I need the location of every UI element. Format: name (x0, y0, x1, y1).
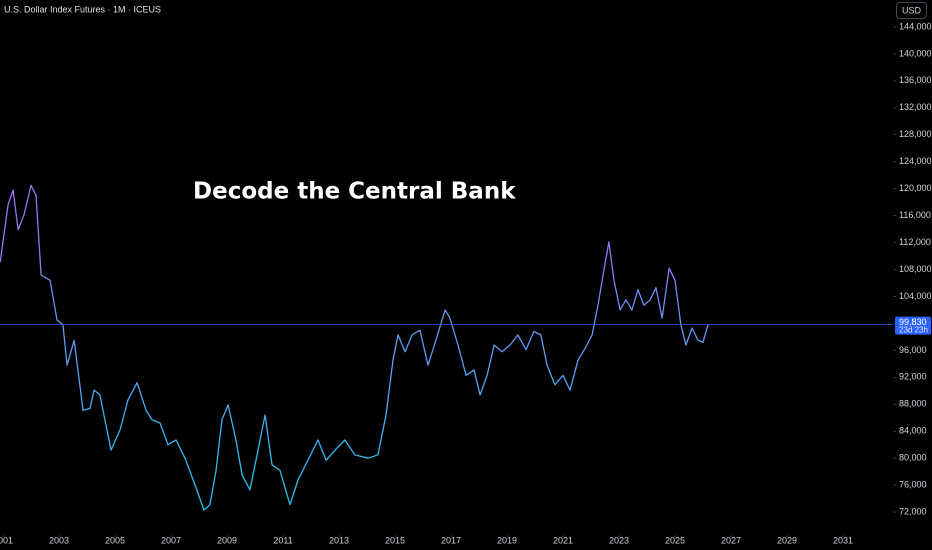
x-tick-label: 2005 (105, 535, 125, 545)
x-tick-label: 2025 (665, 535, 685, 545)
y-tick-label: 136,000 (899, 75, 932, 85)
last-price-box (895, 316, 931, 335)
x-tick-label: 2009 (217, 535, 237, 545)
countdown-label: 23d 23h (899, 326, 928, 335)
x-tick-label: 2007 (161, 535, 181, 545)
y-tick-label: 132,000 (899, 102, 932, 112)
x-tick-label: 2001 (0, 535, 13, 545)
last-price-label: 99,830 (899, 317, 927, 327)
y-axis-panel (893, 0, 932, 535)
price-line-series (0, 184, 709, 511)
annotation: Decode the Central Bank (193, 179, 516, 205)
x-tick-label: 2013 (329, 535, 349, 545)
y-tick-label: 76,000 (899, 480, 927, 490)
y-tick-label: 112,000 (899, 237, 931, 247)
y-tick-label: 120,000 (899, 183, 932, 193)
y-tick-label: 72,000 (899, 506, 927, 516)
y-tick-label: 128,000 (899, 129, 932, 139)
chart-title: U.S. Dollar Index Futures · 1M · ICEUS (4, 4, 161, 14)
y-tick-label: 116,000 (899, 210, 931, 220)
axes: 72,000 76,000 80,000 84,000 88,000 92,000 96,0… (0, 21, 932, 545)
y-tick-label: 124,000 (899, 156, 932, 166)
currency-label[interactable]: USD (902, 5, 922, 15)
x-tick-label: 2031 (833, 535, 853, 545)
y-tick-label: 88,000 (899, 399, 927, 409)
x-tick-label: 2017 (441, 535, 461, 545)
y-tick-label: 80,000 (899, 453, 927, 463)
x-tick-label: 2029 (777, 535, 797, 545)
y-tick-label: 104,000 (899, 291, 932, 301)
y-tick-label: 84,000 (899, 426, 927, 436)
y-tick-label: 140,000 (899, 48, 932, 58)
x-tick-label: 2003 (49, 535, 69, 545)
currency-button[interactable] (896, 2, 927, 19)
x-tick-label: 2023 (609, 535, 629, 545)
y-tick-label: 96,000 (899, 345, 927, 355)
x-tick-label: 2021 (553, 535, 573, 545)
plot-area (0, 184, 893, 511)
x-tick-label: 2015 (385, 535, 405, 545)
x-tick-label: 2027 (721, 535, 741, 545)
x-tick-label: 2019 (497, 535, 517, 545)
y-tick-label: 144,000 (899, 21, 932, 31)
x-tick-label: 2011 (273, 535, 292, 545)
y-tick-label: 92,000 (899, 372, 927, 382)
y-tick-label: 108,000 (899, 264, 932, 274)
